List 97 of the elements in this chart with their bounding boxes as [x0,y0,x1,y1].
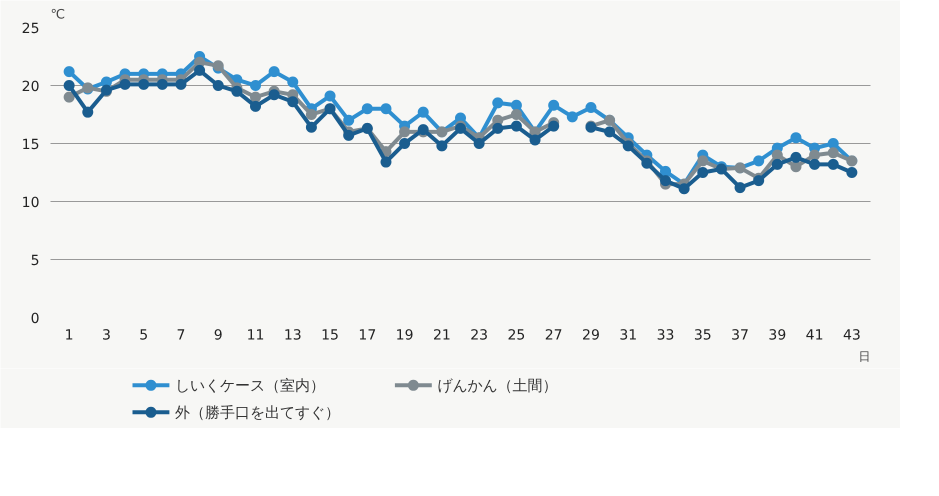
x-tick-label: 41 [806,328,824,344]
point [753,175,764,186]
x-tick-label: 27 [544,328,563,344]
point [828,158,839,170]
point [306,109,317,120]
point [548,100,560,111]
point [548,120,560,132]
x-tick-label: 11 [246,328,264,344]
point [362,103,373,114]
point [828,147,839,158]
point [287,76,298,88]
y-tick-label: 10 [22,195,40,211]
point [138,78,150,90]
x-tick-label: 9 [214,328,223,344]
x-tick-label: 39 [768,328,786,344]
point [790,161,802,172]
point [510,100,522,111]
x-tick-label: 37 [731,328,749,344]
point [492,97,504,108]
point [772,150,783,161]
y-tick-label: 5 [30,253,40,269]
point [268,66,280,78]
x-tick-label: 29 [582,328,600,344]
point [64,80,75,91]
point [250,92,261,103]
point [510,109,522,120]
x-tick-label: 13 [284,328,302,344]
point [772,158,783,170]
legend-label: しいくケース（室内） [175,376,326,394]
point [380,103,392,114]
point [753,155,764,166]
x-tick-label: 1 [64,328,74,344]
point [399,126,410,138]
point [660,166,671,177]
point [287,96,298,108]
point [436,140,448,152]
x-tick-label: 17 [358,328,376,344]
x-tick-label: 15 [321,328,339,344]
point [566,111,578,122]
x-tick-label: 43 [842,328,861,344]
point [343,130,354,141]
legend-label: げんかん（土間） [438,376,558,394]
x-tick-label: 3 [102,328,111,344]
y-tick-label: 25 [22,21,40,37]
x-tick-label: 25 [508,328,526,344]
point [809,158,820,170]
point [194,64,206,76]
point [64,66,75,78]
x-tick-label: 19 [396,328,414,344]
point [734,182,746,194]
point [828,138,839,149]
point [697,155,708,166]
y-axis-title: ℃ [50,8,66,22]
point [660,175,671,186]
point [156,78,168,90]
point [641,158,652,169]
point [399,138,410,149]
point [697,167,708,178]
point [418,106,429,118]
y-tick-label: 0 [30,311,40,327]
point [809,150,820,161]
point [790,132,802,144]
point [585,102,596,114]
x-tick-label: 5 [139,328,148,344]
x-tick-label: 31 [619,328,638,344]
point [790,152,802,163]
point [846,167,858,178]
x-axis-title: 日 [858,350,870,364]
point [64,92,75,103]
point [324,90,336,102]
x-tick-label: 21 [432,328,451,344]
point [510,120,522,132]
point [343,114,354,126]
x-tick-label: 23 [470,328,488,344]
point [530,134,541,146]
legend-label: 外（勝手口を出てすぐ） [175,403,340,422]
point [678,183,690,194]
point [268,89,280,100]
point [306,122,317,133]
y-tick-label: 20 [22,79,40,95]
x-tick-label: 7 [176,328,186,344]
point [380,156,392,168]
point [212,80,224,91]
point [212,60,224,72]
point [250,100,261,112]
point [604,126,616,138]
x-tick-label: 33 [656,328,674,344]
x-tick-label: 35 [694,328,712,344]
point [622,140,634,152]
y-tick-label: 15 [22,137,40,153]
point [250,80,261,91]
point [492,122,504,134]
point [231,86,242,97]
point [120,78,131,90]
point [175,78,186,90]
point [82,106,94,118]
point [474,138,485,149]
